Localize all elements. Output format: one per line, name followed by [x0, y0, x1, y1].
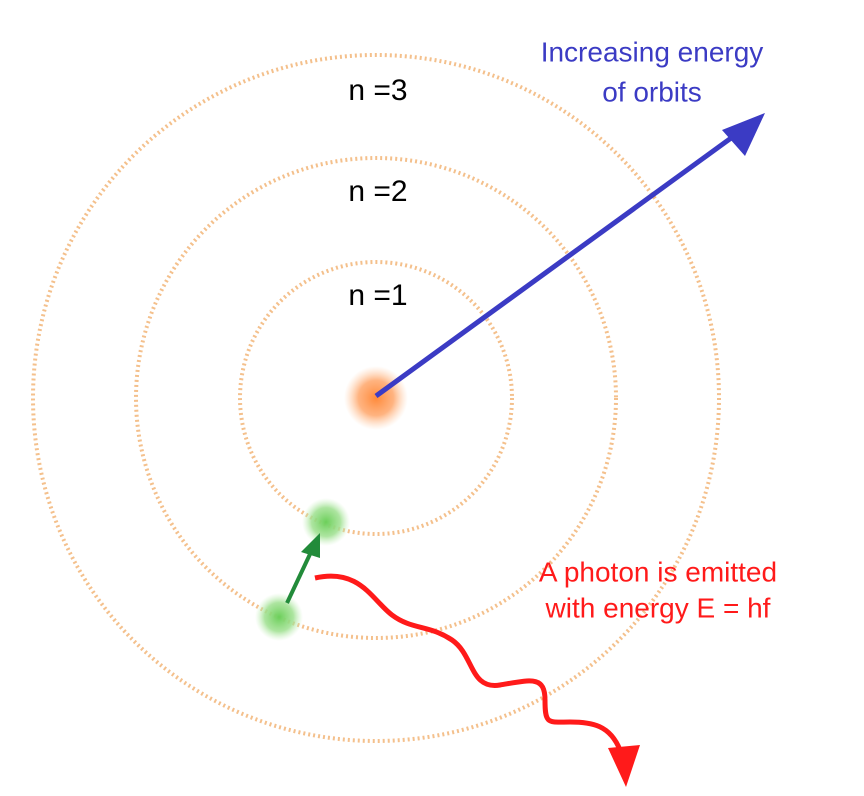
transition-arrowhead: [301, 533, 320, 558]
orbit-label: n =2: [348, 175, 407, 208]
electron-initial: [255, 593, 303, 641]
energy-arrow: [374, 130, 740, 399]
orbit-label: n =3: [348, 74, 407, 107]
photon-label: with energy E = hf: [545, 592, 771, 623]
nucleus: [344, 366, 408, 430]
photon-wave: [314, 573, 623, 752]
electron-final: [302, 498, 350, 546]
energy-label: of orbits: [602, 76, 702, 107]
transition-arrow: [285, 551, 313, 604]
orbits: [31, 53, 721, 743]
energy-arrowhead: [722, 113, 765, 156]
photon-arrowhead: [608, 745, 640, 787]
orbit-3: [31, 53, 721, 743]
photon-label: A photon is emitted: [539, 556, 777, 587]
orbit-1: [238, 260, 514, 536]
orbit-2: [134, 156, 618, 640]
orbit-label: n =1: [348, 279, 407, 312]
energy-label: Increasing energy: [541, 36, 764, 67]
